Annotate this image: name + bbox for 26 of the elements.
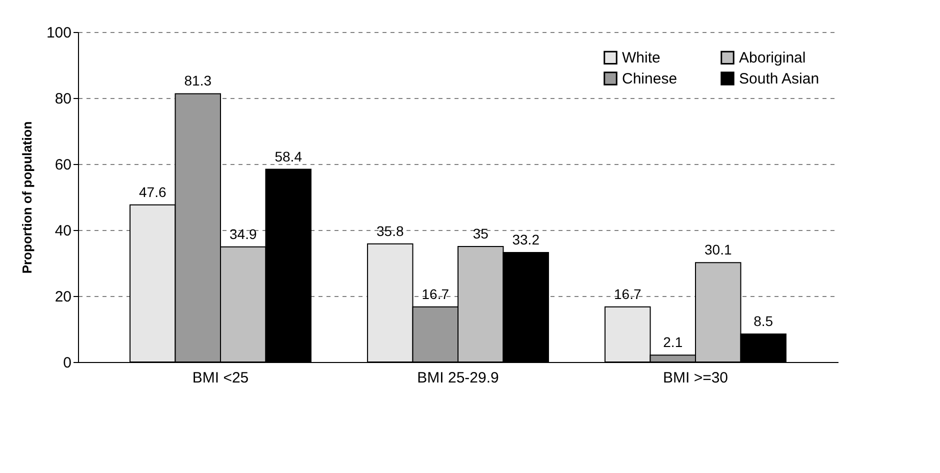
legend-label: South Asian <box>739 70 820 88</box>
y-tick-label: 0 <box>63 354 72 372</box>
data-label: 16.7 <box>614 286 642 302</box>
data-label: 33.2 <box>512 231 540 248</box>
data-label: 47.6 <box>139 184 166 200</box>
y-axis-title: Proportion of population <box>19 121 34 274</box>
y-tick-label: 100 <box>46 24 72 42</box>
data-label: 58.4 <box>274 148 302 164</box>
legend-label: White <box>622 50 660 67</box>
y-tick-label: 80 <box>54 90 72 108</box>
y-tick-label: 20 <box>54 288 72 306</box>
data-label: 35.8 <box>376 222 404 239</box>
legend-label: Chinese <box>622 70 678 88</box>
data-label: 35 <box>472 226 489 242</box>
data-label: 8.5 <box>754 312 774 329</box>
y-tick-label: 60 <box>54 156 72 174</box>
data-label: 30.1 <box>704 242 732 258</box>
x-tick-label: BMI >=30 <box>662 370 728 386</box>
y-tick-label: 40 <box>54 222 72 240</box>
data-label: 2.1 <box>663 334 683 350</box>
data-label: 81.3 <box>184 72 212 89</box>
data-label: 16.7 <box>422 286 450 302</box>
x-tick-label: BMI 25-29.9 <box>417 370 499 386</box>
legend-label: Aboriginal <box>739 50 806 67</box>
x-tick-label: BMI <25 <box>192 370 249 386</box>
data-label: 34.9 <box>229 226 257 242</box>
